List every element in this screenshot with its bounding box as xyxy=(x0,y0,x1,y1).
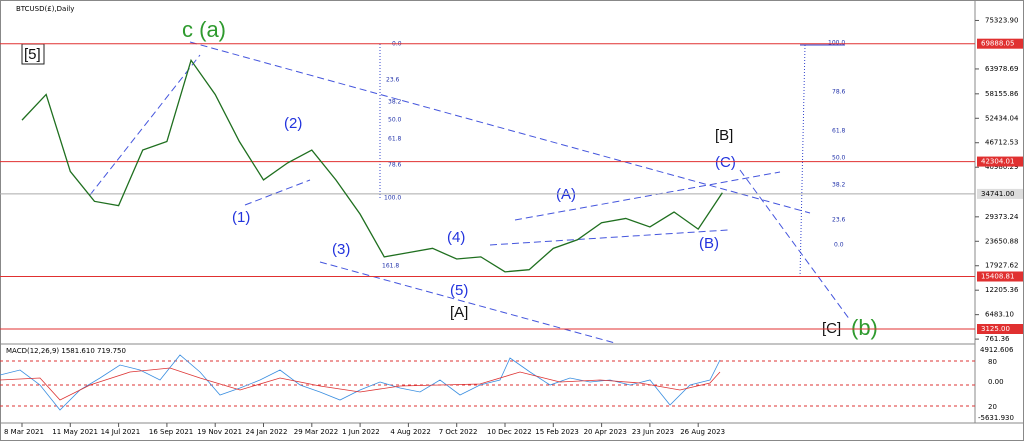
trend-line xyxy=(739,169,851,321)
level-label: 3125.00 xyxy=(981,325,1010,333)
y-tick-label: 29373.24 xyxy=(985,213,1019,221)
indicator-signal xyxy=(0,367,721,401)
level-label: 42304.01 xyxy=(981,158,1014,166)
indicator-axis-label: 80 xyxy=(988,358,997,366)
indicator-axis-label: -5631.930 xyxy=(978,414,1014,422)
x-tick-label: 23 Jun 2023 xyxy=(632,428,674,436)
wave-label: (3) xyxy=(332,241,350,258)
fib-label: 38.2 xyxy=(832,182,846,189)
fib-label: 61.8 xyxy=(832,128,846,135)
x-tick-label: 20 Apr 2023 xyxy=(584,428,627,436)
wave-labels: [5] c (a) (2) (1) (3) (4) (5) [A] (A) [B… xyxy=(21,17,878,340)
trend-lines xyxy=(89,41,851,344)
indicator-panel: MACD(12,26,9) 1581.610 719.750 4912.606 … xyxy=(0,346,1014,422)
wave-label: (2) xyxy=(284,115,302,132)
trend-line xyxy=(244,179,311,206)
fib-label: 78.6 xyxy=(832,89,846,96)
wave-label: [B] xyxy=(715,127,733,144)
wave-label: [C] xyxy=(822,320,841,337)
y-tick-label: 75323.90 xyxy=(985,16,1018,24)
x-tick-label: 10 Dec 2022 xyxy=(487,428,532,436)
level-label-box xyxy=(977,156,1023,167)
level-label-box xyxy=(977,188,1023,199)
symbol-title: BTCUSD(£),Daily xyxy=(16,5,74,13)
fib-label: 100.0 xyxy=(384,195,401,202)
y-tick-label: 58155.86 xyxy=(985,90,1019,98)
indicator-title: MACD(12,26,9) 1581.610 719.750 xyxy=(6,347,126,355)
fib-label: 50.0 xyxy=(832,155,846,162)
x-tick-label: 19 Nov 2021 xyxy=(197,428,242,436)
level-label: 69888.05 xyxy=(981,40,1014,48)
x-tick-label: 7 Oct 2022 xyxy=(439,428,478,436)
fib-label: 61.8 xyxy=(388,136,402,143)
x-tick-label: 8 Mar 2021 xyxy=(4,428,44,436)
level-label-box xyxy=(977,324,1023,334)
fib-label: 23.6 xyxy=(832,217,846,224)
trend-line xyxy=(489,229,729,246)
wave-label: (A) xyxy=(556,186,576,203)
wave-label: (B) xyxy=(699,235,719,252)
y-tick-label: 23650.88 xyxy=(985,237,1018,245)
trend-line xyxy=(189,41,811,214)
level-label: 34741.00 xyxy=(981,190,1014,198)
x-tick-label: 1 Jun 2022 xyxy=(342,428,380,436)
fib-label: 38.2 xyxy=(388,99,402,106)
y-tick-label: 761.36 xyxy=(985,335,1010,343)
indicator-axis-label: 0.00 xyxy=(988,378,1004,386)
y-tick-label: 52434.04 xyxy=(985,114,1019,122)
level-label: 15408.81 xyxy=(981,273,1014,281)
wave-label: [A] xyxy=(450,304,468,321)
fib-label: 100.0 xyxy=(828,40,845,47)
trend-line xyxy=(89,54,201,196)
fib-label: 0.0 xyxy=(834,242,844,249)
x-tick-label: 29 Mar 2022 xyxy=(294,428,338,436)
fib-right: 100.0 78.6 61.8 50.0 38.2 23.6 0.0 xyxy=(828,40,846,249)
wave-label: (4) xyxy=(447,229,465,246)
y-tick-label: 63978.69 xyxy=(985,65,1018,73)
y-tick-label: 6483.10 xyxy=(985,311,1014,319)
x-tick-label: 16 Sep 2021 xyxy=(149,428,193,436)
level-label-box xyxy=(977,38,1023,49)
fib-label: 78.6 xyxy=(388,162,402,169)
wave-label: [5] xyxy=(24,46,41,63)
x-tick-label: 11 May 2021 xyxy=(52,428,98,436)
wave-label: (b) xyxy=(851,315,878,340)
x-tick-label: 14 Jul 2021 xyxy=(101,428,141,436)
x-tick-label: 4 Aug 2022 xyxy=(390,428,430,436)
y-tick-label: 17927.62 xyxy=(985,262,1018,270)
x-tick-label: 26 Aug 2023 xyxy=(680,428,725,436)
y-tick-label: 46712.53 xyxy=(985,139,1018,147)
y-tick-label: 12205.36 xyxy=(985,286,1019,294)
fib-label: 161.8 xyxy=(382,263,399,270)
indicator-axis-label: 20 xyxy=(988,403,997,411)
trend-line xyxy=(514,171,781,221)
fib-label: 50.0 xyxy=(388,117,402,124)
fib-label: 23.6 xyxy=(386,77,400,84)
level-label-box xyxy=(977,271,1023,282)
wave-label: (5) xyxy=(450,282,468,299)
y-tick-label: 40980.29 xyxy=(985,163,1018,171)
wave-label: c (a) xyxy=(182,17,226,42)
x-tick-label: 24 Jan 2022 xyxy=(246,428,288,436)
indicator-axis-label: 4912.606 xyxy=(980,346,1014,354)
wave-label: (1) xyxy=(232,209,250,226)
wave-label: (C) xyxy=(715,154,736,171)
x-tick-label: 15 Feb 2023 xyxy=(535,428,579,436)
price-line xyxy=(21,58,723,273)
